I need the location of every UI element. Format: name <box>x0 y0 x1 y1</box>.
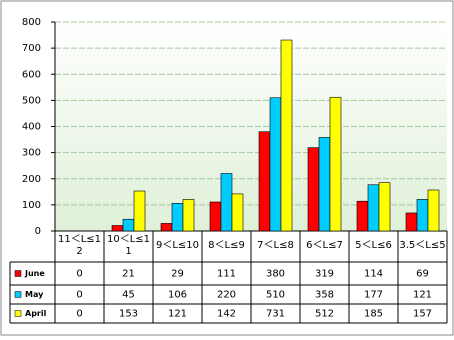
bar <box>318 137 331 232</box>
data-label: 0 <box>76 290 82 301</box>
data-label: 220 <box>217 290 236 301</box>
data-label: 21 <box>122 269 135 280</box>
x-tick-label: 9＜L≤10 <box>155 240 200 251</box>
bar <box>231 193 244 232</box>
data-label: 29 <box>171 269 184 280</box>
y-tick-label: 800 <box>22 17 41 28</box>
bar <box>182 199 195 232</box>
data-label: 380 <box>266 269 285 280</box>
data-label: 69 <box>416 269 429 280</box>
y-tick-label: 300 <box>22 148 41 159</box>
legend-swatch <box>14 270 22 277</box>
data-label: 121 <box>168 309 187 320</box>
x-tick-label: 8＜L≤9 <box>208 240 245 251</box>
y-tick-label: 100 <box>22 200 41 211</box>
category-cell: 5＜L≤6 <box>355 240 392 251</box>
data-label: 0 <box>76 309 82 320</box>
x-tick-label: 7＜L≤8 <box>257 240 294 251</box>
bar <box>171 203 184 232</box>
data-label: 153 <box>119 309 138 320</box>
data-label: 106 <box>168 290 187 301</box>
bar <box>405 212 418 232</box>
legend-swatch <box>14 291 22 298</box>
bar <box>220 173 233 232</box>
bar <box>356 200 369 232</box>
legend-label: April <box>25 309 47 318</box>
x-tick-label: 6＜L≤7 <box>306 240 343 251</box>
x-tick-label: 3.5＜L≤5 <box>399 240 446 251</box>
category-cell: 10＜L≤11 <box>106 234 151 257</box>
data-label: 185 <box>364 309 383 320</box>
bar <box>367 184 380 232</box>
data-label: 177 <box>364 290 383 301</box>
x-tick-label: 5＜L≤6 <box>355 240 392 251</box>
bar <box>122 218 135 232</box>
bar <box>307 147 320 232</box>
y-tick-label: 500 <box>22 95 41 106</box>
y-tick-label: 200 <box>22 174 41 185</box>
bar <box>209 201 222 232</box>
bar <box>329 96 342 232</box>
bar <box>378 182 391 232</box>
data-label: 319 <box>315 269 334 280</box>
y-tick-label: 0 <box>35 226 41 237</box>
data-label: 731 <box>266 309 285 320</box>
category-cell: 7＜L≤8 <box>257 240 294 251</box>
data-label: 512 <box>315 309 334 320</box>
x-tick-label: 11＜L≤12 <box>57 234 102 257</box>
data-label: 121 <box>413 290 432 301</box>
bar <box>269 97 282 232</box>
category-cell: 3.5＜L≤5 <box>399 240 446 251</box>
bar <box>133 190 146 232</box>
data-label: 111 <box>217 269 236 280</box>
bar <box>111 225 124 232</box>
category-cell: 11＜L≤12 <box>57 234 102 257</box>
data-label: 510 <box>266 290 285 301</box>
y-tick-label: 700 <box>22 43 41 54</box>
y-tick-label: 600 <box>22 69 41 80</box>
data-label: 114 <box>364 269 383 280</box>
bar <box>160 223 173 232</box>
legend-label: June <box>24 269 45 278</box>
legend-label: May <box>25 290 44 299</box>
data-label: 358 <box>315 290 334 301</box>
legend-swatch <box>14 310 22 317</box>
bar <box>427 189 440 232</box>
data-label: 142 <box>217 309 236 320</box>
y-tick-label: 400 <box>22 122 41 133</box>
category-cell: 6＜L≤7 <box>306 240 343 251</box>
x-tick-label: 10＜L≤11 <box>106 234 151 257</box>
category-cell: 9＜L≤10 <box>155 240 200 251</box>
bar <box>258 131 271 232</box>
bar <box>416 199 429 232</box>
data-label: 0 <box>76 269 82 280</box>
category-cell: 8＜L≤9 <box>208 240 245 251</box>
data-label: 157 <box>413 309 432 320</box>
data-label: 45 <box>122 290 135 301</box>
bar <box>280 39 293 232</box>
